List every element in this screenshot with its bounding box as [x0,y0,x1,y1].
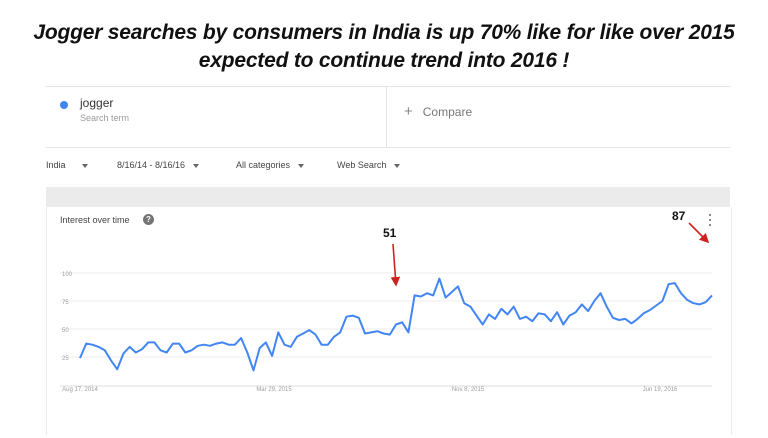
date-range-dropdown[interactable]: 8/16/14 - 8/16/16 [117,160,200,170]
headline-line-1: Jogger searches by consumers in India is… [33,21,735,44]
annotation-value-87: 87 [672,209,686,223]
search-term-subtitle: Search term [80,113,130,123]
interest-line-chart: 100 75 50 25 Aug 17, 2014 Mar 29, 2015 Nov 8, … [60,272,713,393]
compare-label: Compare [422,105,473,119]
caret-down-icon [81,163,88,168]
x-tick-label: Mar 29, 2015 [256,387,292,393]
category-dropdown[interactable]: All categories [236,160,305,170]
search-type-value: Web Search [337,160,387,170]
caret-down-icon [394,163,401,168]
annotation-value-51: 51 [383,226,397,240]
region-dropdown[interactable]: India [46,160,88,170]
caret-down-icon [298,163,305,168]
search-type-dropdown[interactable]: Web Search [337,160,401,170]
caret-down-icon [193,163,200,168]
interest-over-time-panel: Interest over time ? [46,207,732,435]
help-icon[interactable]: ? [143,214,154,225]
arrow-to-87 [688,222,710,244]
x-tick-label: Nov 8, 2015 [452,387,485,393]
search-term-name[interactable]: jogger [80,96,114,110]
category-value: All categories [236,160,291,170]
arrow-to-51 [390,243,401,287]
divider-band [46,187,730,207]
search-term-chip[interactable]: jogger Search term [46,87,387,147]
region-value: India [46,160,66,170]
date-range-value: 8/16/14 - 8/16/16 [117,160,186,170]
series-line-jogger [79,277,713,372]
series-color-dot [60,101,68,109]
compare-button[interactable]: + Compare [404,103,472,120]
headline-line-2: expected to continue trend into 2016 ! [198,49,570,72]
search-term-card: jogger Search term + Compare [46,86,730,148]
plus-icon: + [404,103,413,120]
y-tick-label: 100 [62,272,73,278]
y-tick-label: 25 [62,356,69,362]
y-tick-label: 75 [62,300,69,306]
panel-title: Interest over time [60,215,130,225]
more-menu-icon[interactable] [706,213,714,227]
x-tick-label: Aug 17, 2014 [62,387,98,393]
y-tick-label: 50 [62,328,69,334]
x-tick-label: Jun 19, 2016 [643,387,678,393]
